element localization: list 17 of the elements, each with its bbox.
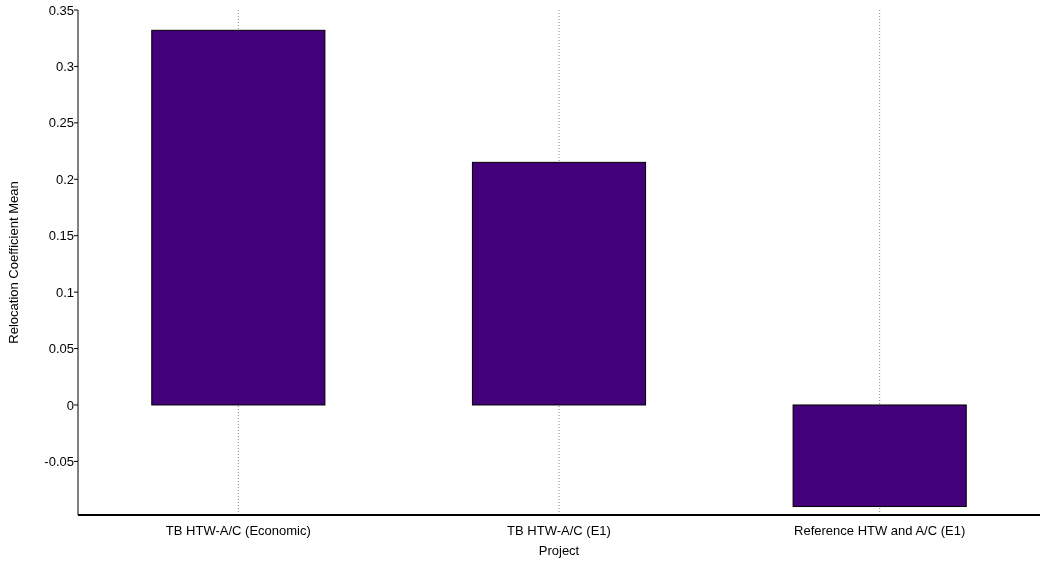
y-tick-label: -0.05 bbox=[44, 453, 74, 469]
x-tick-label: TB HTW-A/C (E1) bbox=[507, 523, 611, 538]
y-tick-label: 0.15 bbox=[48, 228, 74, 244]
x-axis-title: Project bbox=[538, 543, 580, 558]
y-tick-label: 0.3 bbox=[55, 58, 74, 74]
y-tick-label: 0.35 bbox=[48, 2, 74, 18]
y-tick-label: 0.25 bbox=[48, 115, 74, 131]
bar bbox=[151, 29, 326, 406]
bar bbox=[792, 404, 967, 508]
x-tick-label: Reference HTW and A/C (E1) bbox=[794, 523, 966, 538]
y-tick-label: 0.05 bbox=[48, 341, 74, 357]
y-tick-label: 0.2 bbox=[55, 171, 74, 187]
bar bbox=[471, 161, 647, 406]
y-tick-label: 0 bbox=[66, 397, 74, 413]
y-tick-label: 0.1 bbox=[55, 284, 74, 300]
y-axis-title: Relocation Coefficient Mean bbox=[6, 181, 21, 344]
x-tick-label: TB HTW-A/C (Economic) bbox=[165, 523, 311, 538]
